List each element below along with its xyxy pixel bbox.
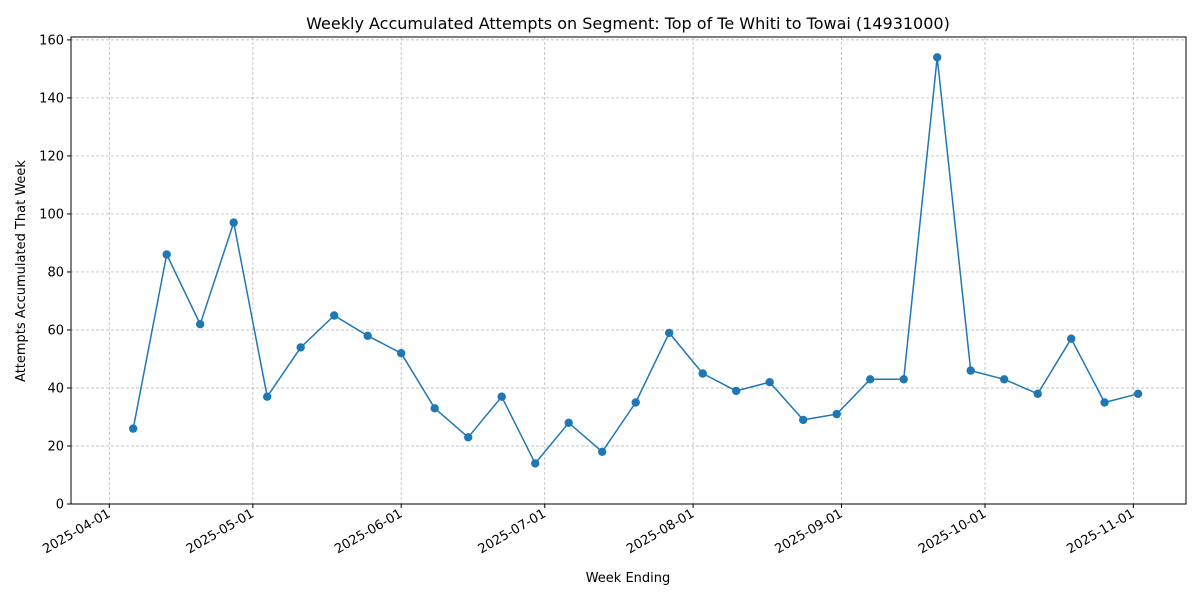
y-tick-label: 100: [39, 207, 64, 222]
y-tick-label: 80: [47, 265, 64, 280]
data-point: [899, 375, 908, 384]
x-tick-label: 2025-07-01: [476, 506, 549, 557]
data-point: [229, 218, 238, 227]
y-axis: 0 20 40 60 80 100 120 140 160: [39, 33, 71, 513]
data-point: [196, 320, 205, 329]
data-point: [598, 447, 607, 456]
x-tick-label: 2025-06-01: [332, 506, 405, 557]
data-point: [966, 366, 975, 375]
data-point: [397, 349, 406, 358]
data-point: [330, 311, 339, 320]
data-point: [263, 392, 272, 401]
data-point: [531, 459, 540, 468]
data-point: [765, 378, 774, 387]
grid-lines: [71, 37, 1186, 505]
data-point: [1000, 375, 1009, 384]
data-point: [631, 398, 640, 407]
x-axis-title: Week Ending: [586, 571, 671, 586]
chart-title: Weekly Accumulated Attempts on Segment: …: [306, 14, 950, 33]
data-point: [832, 409, 841, 419]
x-axis: 2025-04-01 2025-05-01 2025-06-01 2025-07-01…: [40, 504, 1137, 557]
data-point: [933, 53, 942, 62]
data-point: [799, 415, 808, 425]
data-point: [732, 386, 741, 396]
data-point: [129, 424, 138, 433]
data-point: [564, 418, 573, 427]
data-point: [1100, 398, 1109, 407]
data-point: [430, 404, 439, 413]
data-point: [698, 369, 707, 378]
data-point: [866, 375, 875, 384]
x-tick-label: 2025-08-01: [624, 506, 697, 557]
y-tick-label: 140: [39, 91, 64, 106]
data-point: [665, 328, 674, 338]
data-point: [1067, 334, 1076, 343]
data-point: [1133, 389, 1143, 398]
y-tick-label: 40: [47, 381, 64, 396]
data-point: [464, 433, 473, 442]
data-point: [497, 392, 506, 401]
data-point: [296, 343, 305, 352]
series-line: [129, 53, 1143, 468]
y-axis-title: Attempts Accumulated That Week: [14, 160, 29, 382]
data-point: [1033, 389, 1042, 398]
data-point: [363, 331, 372, 340]
y-tick-label: 60: [47, 323, 64, 338]
data-point: [162, 250, 171, 259]
x-tick-label: 2025-04-01: [40, 506, 113, 557]
x-tick-label: 2025-09-01: [773, 506, 846, 557]
y-tick-label: 20: [47, 439, 64, 454]
x-tick-label: 2025-10-01: [916, 506, 989, 557]
plot-area-frame: [70, 36, 1187, 505]
x-tick-label: 2025-05-01: [184, 506, 257, 557]
y-tick-label: 120: [39, 149, 64, 164]
y-tick-label: 160: [39, 33, 64, 48]
x-tick-label: 2025-11-01: [1064, 506, 1137, 557]
y-tick-label: 0: [56, 498, 64, 513]
